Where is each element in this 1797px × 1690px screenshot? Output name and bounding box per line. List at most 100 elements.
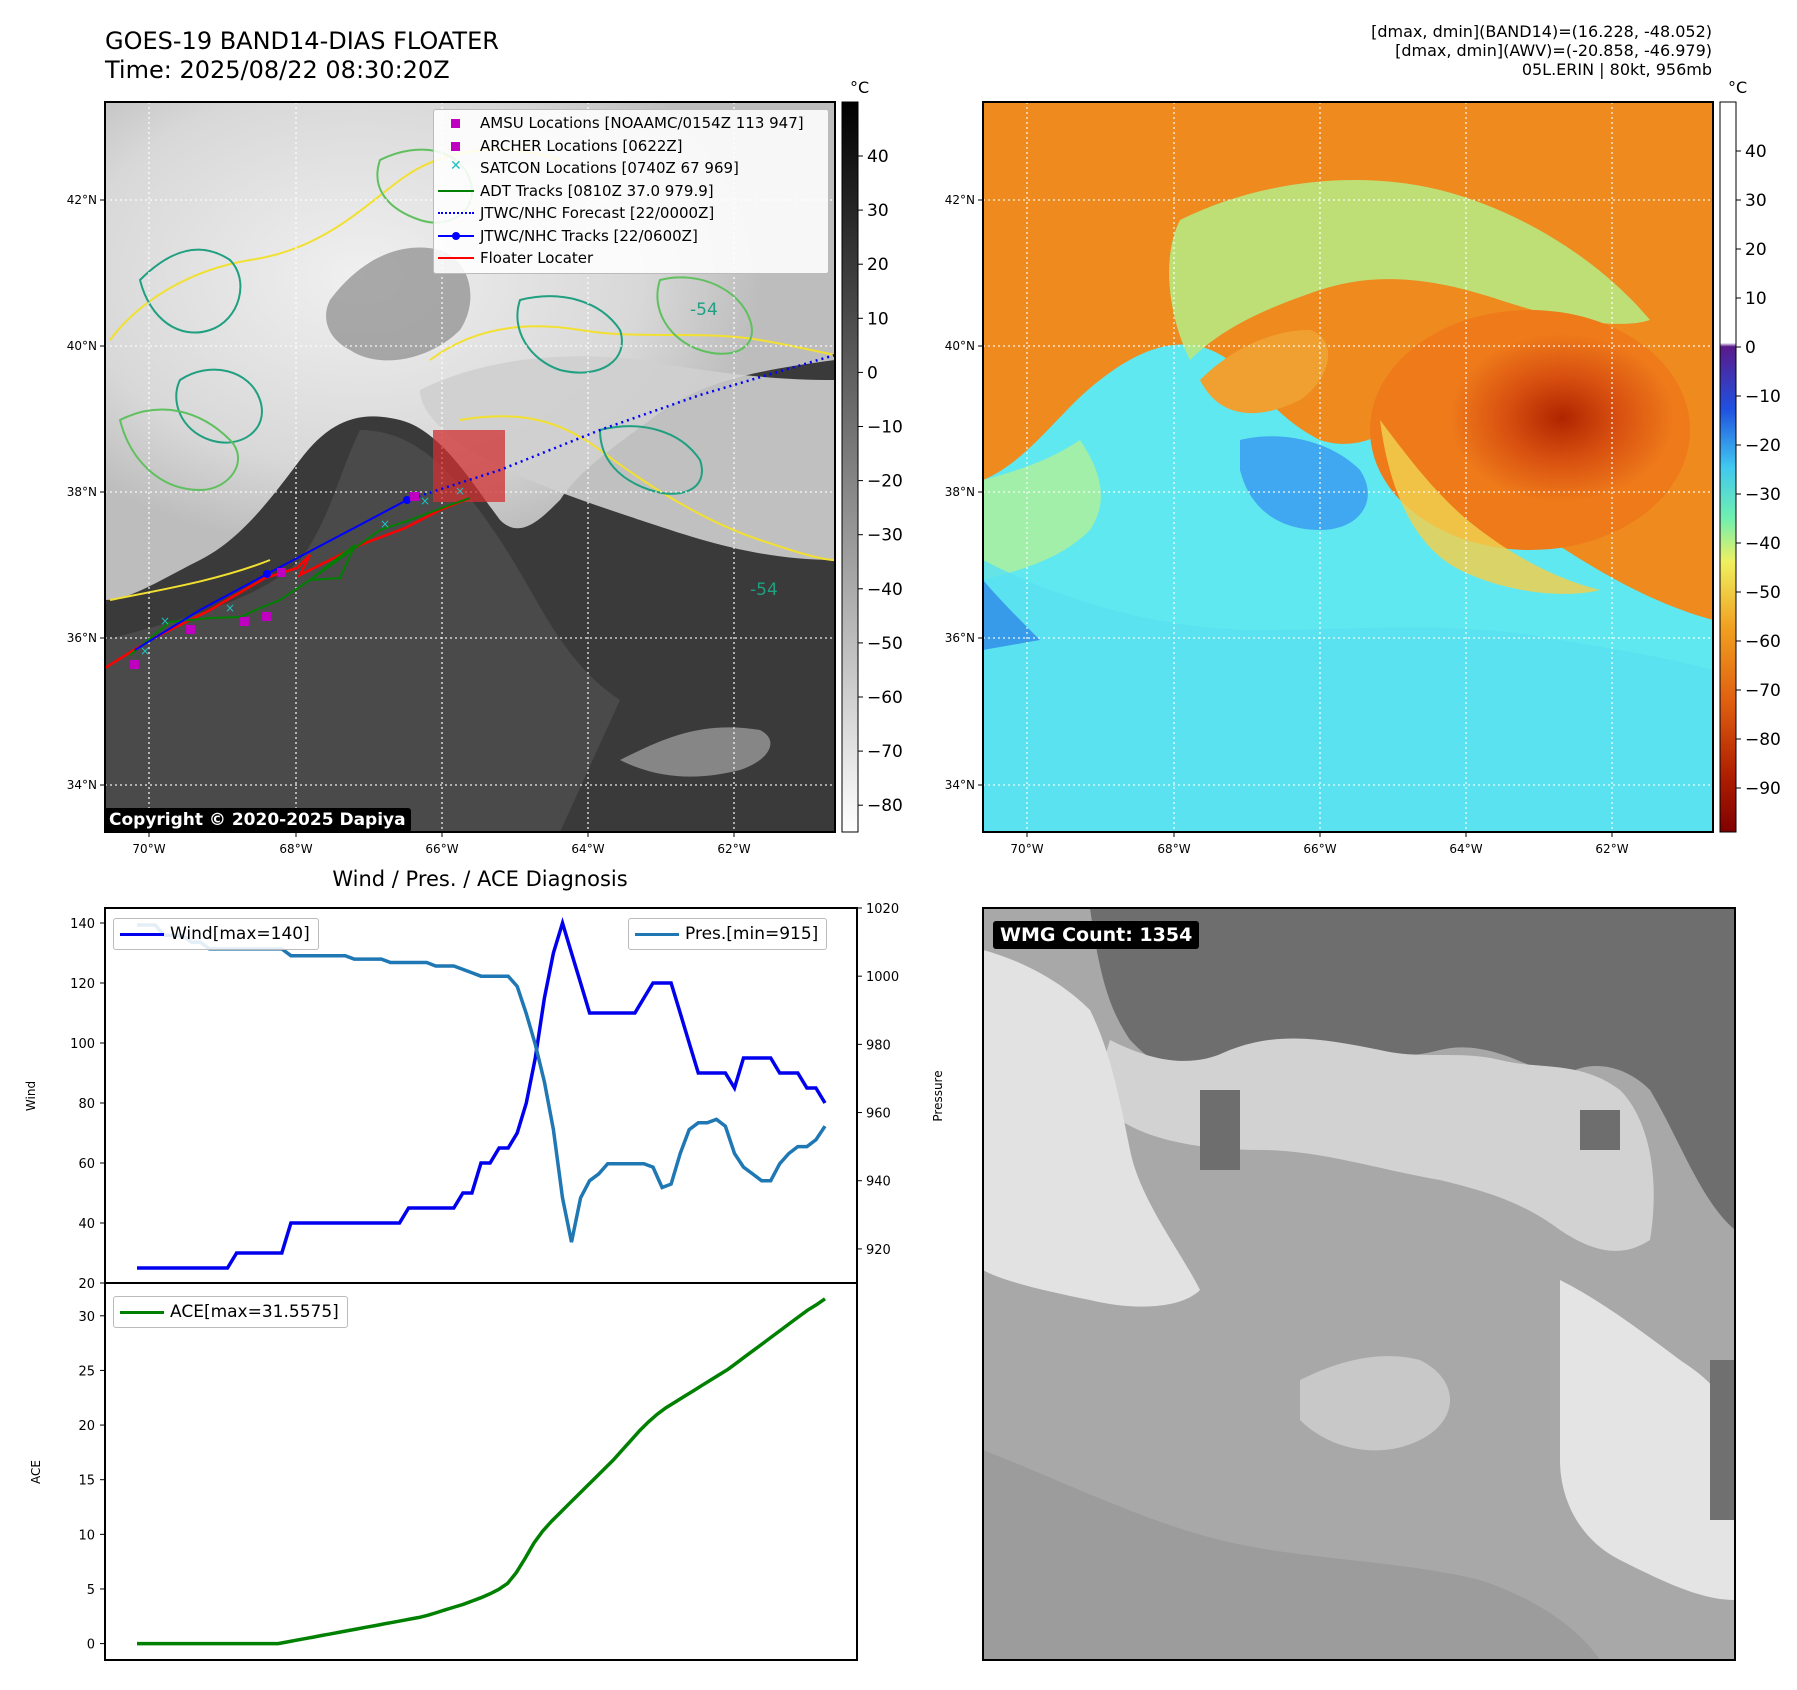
right-map-lat-label: 38°N [945, 485, 975, 499]
figure-title: GOES-19 BAND14-DIAS FLOATER [105, 27, 499, 55]
pressure-tick-label: 920 [866, 1243, 891, 1258]
wind-tick-label: 60 [78, 1157, 95, 1172]
left-map-lat-label: 40°N [67, 339, 97, 353]
square-marker-icon [438, 116, 474, 130]
right-map-lat-label: 34°N [945, 778, 975, 792]
legend-item-floater: Floater Locater [434, 247, 828, 270]
right-map-lon-label: 62°W [1595, 842, 1628, 856]
dotted-line-icon [438, 206, 474, 220]
left-colorbar-ticks: 40 30 20 10 0 −10 −20 −30 −40 −50 −60 −70 −80 [858, 147, 903, 816]
svg-text:×: × [140, 644, 150, 658]
pressure-legend: Pres.[min=915] [628, 918, 828, 950]
ace-axes [104, 1282, 858, 1661]
jtwc-track [134, 499, 408, 651]
left-map-lat-label: 42°N [67, 193, 97, 207]
ace-tick-label: 25 [78, 1364, 95, 1379]
colorbar-tick-label: 0 [1745, 338, 1756, 358]
colorbar-tick-label: −30 [1745, 485, 1781, 505]
wind-tick-label: 40 [78, 1217, 95, 1232]
left-map-lat-label: 38°N [67, 485, 97, 499]
colorbar-tick-label: −70 [1745, 681, 1781, 701]
left-map-lon-label: 62°W [717, 842, 750, 856]
contour-label: -54 [690, 300, 718, 320]
colorbar-tick-label: 20 [1745, 240, 1767, 260]
ace-tick-label: 0 [87, 1638, 95, 1653]
pressure-axis: 920 940 960 980 1000 1020 [857, 902, 899, 1258]
colorbar-tick-label: 30 [867, 201, 889, 221]
colorbar-tick-label: −20 [867, 472, 903, 492]
wind-axis-label: Wind [24, 1081, 38, 1111]
ace-tick-label: 15 [78, 1474, 95, 1489]
info-line-band14: [dmax, dmin](BAND14)=(16.228, -48.052) [1371, 22, 1712, 41]
colorbar-tick-label: 20 [867, 255, 889, 275]
ace-series-line [137, 1297, 826, 1646]
wmg-image [983, 908, 1735, 1660]
line-marker-icon [635, 927, 679, 941]
right-map-frame [982, 101, 1714, 833]
wmg-frame [982, 907, 1736, 1661]
colorbar-tick-label: 30 [1745, 191, 1767, 211]
right-map-lon-label: 66°W [1303, 842, 1336, 856]
colorbar-tick-label: 10 [867, 309, 889, 329]
wind-tick-label: 20 [78, 1277, 95, 1292]
right-map-lon-label: 68°W [1157, 842, 1190, 856]
right-colorbar-unit: °C [1728, 78, 1748, 97]
jtwc-forecast [406, 353, 835, 502]
ace-tick-label: 20 [78, 1419, 95, 1434]
left-map-lon-label: 66°W [425, 842, 458, 856]
ace-legend: ACE[max=31.5575] [113, 1296, 348, 1328]
legend-item-satcon: ✕ SATCON Locations [0740Z 67 969] [434, 157, 828, 180]
colorbar-tick-label: −30 [867, 526, 903, 546]
right-map-lat-label: 42°N [945, 193, 975, 207]
colorbar-tick-label: 0 [867, 363, 878, 383]
line-marker-icon [120, 1305, 164, 1319]
figure-time: Time: 2025/08/22 08:30:20Z [105, 56, 450, 84]
wind-pressure-axes [104, 907, 858, 1284]
info-line-storm: 05L.ERIN | 80kt, 956mb [1521, 60, 1712, 79]
wind-tick-label: 120 [70, 977, 95, 992]
legend-item-forecast: JTWC/NHC Forecast [22/0000Z] [434, 202, 828, 225]
ace-tick-label: 10 [78, 1528, 95, 1543]
right-ir-map [983, 102, 1713, 832]
right-map-lon-label: 70°W [1010, 842, 1043, 856]
legend-item-amsu: AMSU Locations [NOAAMC/0154Z 113 947] [434, 112, 828, 135]
left-map-lon-label: 68°W [279, 842, 312, 856]
colorbar-tick-label: −40 [867, 580, 903, 600]
colorbar-tick-label: −50 [1745, 583, 1781, 603]
ace-axis: 0 5 10 15 20 25 30 [78, 1310, 105, 1653]
colorbar-tick-label: −10 [867, 418, 903, 438]
wind-tick-label: 100 [70, 1037, 95, 1052]
colorbar-tick-label: −70 [867, 742, 903, 762]
x-marker-icon: ✕ [450, 158, 462, 175]
pressure-tick-label: 980 [866, 1038, 891, 1053]
line-dot-icon [438, 229, 474, 243]
pressure-tick-label: 1000 [866, 970, 899, 985]
map-legend: AMSU Locations [NOAAMC/0154Z 113 947] AR… [433, 109, 829, 274]
colorbar-tick-label: −60 [1745, 632, 1781, 652]
legend-item-archer: ARCHER Locations [0622Z] [434, 135, 828, 158]
pressure-tick-label: 1020 [866, 902, 899, 917]
right-map-lon-label: 64°W [1449, 842, 1482, 856]
colorbar-tick-label: −80 [867, 796, 903, 816]
diag-chart-title: Wind / Pres. / ACE Diagnosis [332, 867, 627, 891]
colorbar-tick-label: −90 [1745, 779, 1781, 799]
right-map-lat-label: 36°N [945, 631, 975, 645]
svg-text:×: × [380, 517, 390, 531]
floater-box [433, 430, 505, 502]
pressure-axis-label: Pressure [931, 1070, 945, 1121]
line-marker-icon [438, 251, 474, 265]
ace-axis-label: ACE [29, 1460, 43, 1484]
pressure-tick-label: 960 [866, 1107, 891, 1122]
left-map-lat-label: 36°N [67, 631, 97, 645]
ace-tick-label: 30 [78, 1310, 95, 1325]
colorbar-tick-label: −50 [867, 634, 903, 654]
left-map-lon-label: 70°W [132, 842, 165, 856]
svg-text:×: × [420, 494, 430, 508]
line-marker-icon [438, 184, 474, 198]
svg-text:×: × [455, 484, 465, 498]
colorbar-tick-label: −10 [1745, 387, 1781, 407]
copyright-badge: Copyright © 2020-2025 Dapiya [104, 808, 411, 832]
wind-tick-label: 80 [78, 1097, 95, 1112]
line-marker-icon [120, 927, 164, 941]
adt-track [129, 497, 471, 656]
